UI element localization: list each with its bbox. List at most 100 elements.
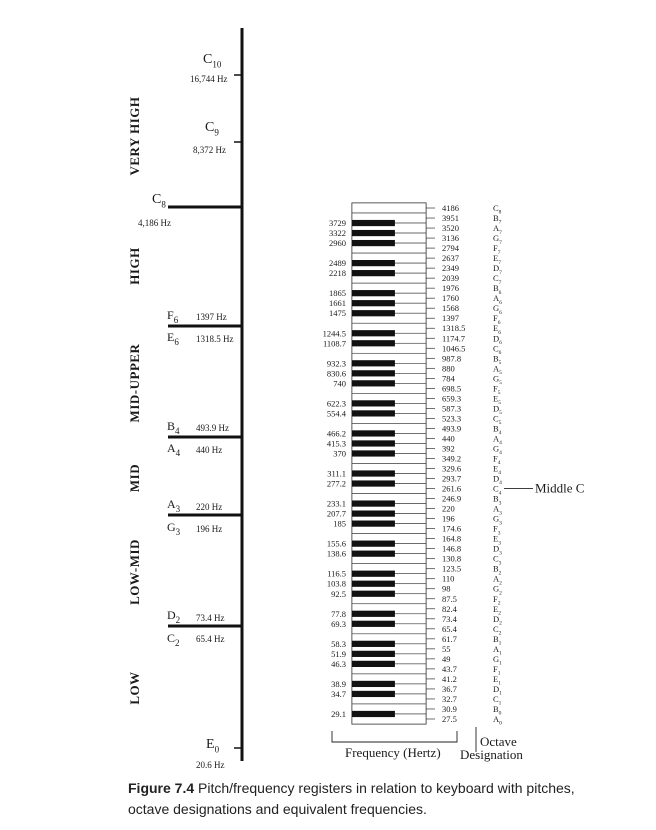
scale-note-label: C2 [167,631,180,648]
white-key-frequency: 146.8 [442,544,461,554]
white-key-frequency: 3951 [442,213,459,223]
register-labels: VERY HIGH HIGH MID-UPPER MID LOW-MID LOW [127,96,142,704]
black-key [352,650,395,657]
white-key-frequency: 698.5 [442,383,461,393]
white-key-frequency: 49 [442,654,451,664]
octave-label-line-1: Octave [480,734,517,749]
scale-note-label: E6 [167,330,179,347]
register-label: LOW [127,671,142,704]
black-key-frequency: 233.1 [327,499,346,509]
black-key [352,620,395,627]
scale-note-label: E0 [206,737,220,754]
white-key-frequency: 1174.7 [442,333,465,343]
black-key [352,340,395,347]
white-key-frequency: 2637 [442,253,459,263]
scale-frequency-label: 493.9 Hz [196,423,229,433]
scale-note-label: C10 [203,52,222,69]
white-key-octave-designation: B0 [493,704,502,717]
white-key-octave-designation: B6 [493,283,502,296]
white-key-frequency: 329.6 [442,464,461,474]
black-key-frequency: 92.5 [331,589,346,599]
white-key-octave-designation: B4 [493,423,502,436]
white-key-frequency: 246.9 [442,494,461,504]
register-scale: C10 16,744 Hz C9 8,372 Hz C8 4,186 Hz F6 1397 H… [138,28,244,770]
scale-note-label: D2 [167,608,180,625]
white-key-frequency: 3520 [442,223,459,233]
black-key [352,510,395,517]
white-key-octave-designation: D7 [493,263,502,276]
black-key [352,239,395,247]
white-key-frequency: 43.7 [442,664,457,674]
black-key-frequency: 466.2 [327,428,346,438]
black-key-frequency: 77.8 [331,609,346,619]
white-key-frequency: 110 [442,574,454,584]
white-key-frequency: 587.3 [442,403,461,413]
black-key [352,540,395,547]
black-key [352,380,395,387]
figure-caption: Figure 7.4 Pitch/frequency registers in … [128,778,608,820]
white-key-octave-designation: F7 [493,243,501,256]
white-key-octave-designation: A0 [493,714,502,727]
black-key-frequency: 415.3 [327,438,346,448]
black-key-frequency: 38.9 [331,679,346,689]
pitch-register-diagram: VERY HIGH HIGH MID-UPPER MID LOW-MID LOW C10 1… [127,28,584,770]
white-key-octave-designation: D3 [493,544,502,557]
black-key [352,440,395,447]
white-key-octave-designation: C6 [493,343,502,356]
white-key-octave-designation: C1 [493,694,502,707]
black-key-frequency: 622.3 [327,398,346,408]
white-key-frequency: 523.3 [442,413,461,423]
white-key-octave-designation: C5 [493,413,502,426]
white-key-frequency: 2349 [442,263,459,273]
black-key-frequency: 3322 [329,228,346,238]
white-key-octave-designation: C7 [493,273,502,286]
white-key-frequency: 36.7 [442,684,457,694]
white-key-frequency: 261.6 [442,484,461,494]
black-key-frequency: 311.1 [327,469,346,479]
black-key-frequency: 29.1 [331,709,346,719]
black-key-frequency: 277.2 [327,479,346,489]
white-key-octave-designation: F4 [493,453,501,466]
piano-keyboard: 4186 C8 3951 B7 3520 A7 3136 G7 2794 F7 2637 E7 2349… [323,202,502,727]
white-key-octave-designation: D6 [493,333,502,346]
scale-note-label: B4 [167,419,180,436]
black-key [352,500,395,507]
white-key-octave-designation: D1 [493,684,502,697]
keyboard-annotations: Middle C Frequency (Hertz) OctaveDesignati… [331,481,584,762]
white-key-frequency: 784 [442,373,456,383]
white-key-octave-designation: F6 [493,313,501,326]
black-key-frequency: 34.7 [331,689,346,699]
white-key-octave-designation: A4 [493,433,502,446]
black-key-frequency: 1661 [329,298,346,308]
black-key [352,290,395,297]
black-key [352,300,395,307]
white-key-octave-designation: A5 [493,363,502,376]
register-label: MID-UPPER [127,343,142,422]
black-key [352,330,395,337]
black-key-frequency: 2960 [329,238,346,248]
scale-frequency-label: 1318.5 Hz [196,334,234,344]
black-key [352,270,395,277]
white-key-octave-designation: B1 [493,634,502,647]
white-key-frequency: 349.2 [442,453,461,463]
register-label: HIGH [127,247,142,284]
black-key [352,370,395,377]
black-key [352,680,395,688]
black-key [352,710,395,718]
white-key-frequency: 3136 [442,233,459,243]
white-key-octave-designation: G2 [493,584,502,597]
register-label: LOW-MID [127,539,142,605]
black-key-frequency: 1108.7 [323,338,346,348]
white-key-octave-designation: A6 [493,293,502,306]
caption-figure-number: Figure 7.4 [128,780,195,796]
black-key-frequency: 932.3 [327,358,346,368]
black-key [352,410,395,417]
white-key-octave-designation: D4 [493,474,502,487]
white-key-octave-designation: A2 [493,574,502,587]
white-key-frequency: 27.5 [442,714,457,724]
black-key-frequency: 138.6 [327,549,346,559]
white-key-octave-designation: G5 [493,373,502,386]
scale-note-label: A4 [167,441,181,458]
white-key-octave-designation: A3 [493,504,502,517]
white-key-octave-designation: G6 [493,303,502,316]
